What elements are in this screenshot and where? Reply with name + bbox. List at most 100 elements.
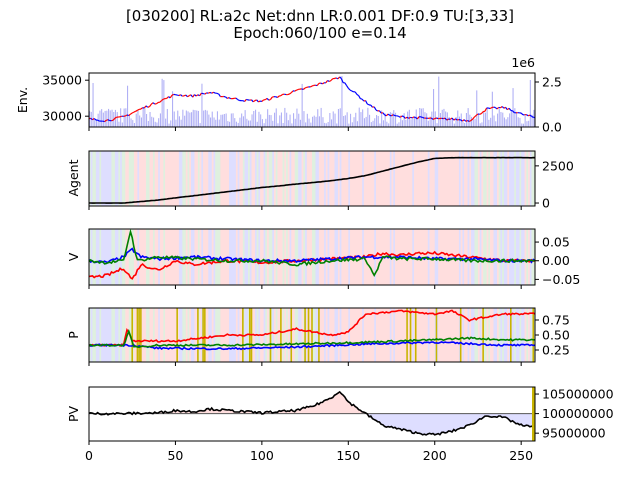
policy-action-band [171, 308, 175, 362]
price-segment [266, 97, 270, 101]
price-segment [185, 94, 188, 98]
agent-action-band [417, 151, 420, 206]
price-segment [143, 105, 147, 109]
agent-action-band [481, 151, 484, 206]
value-action-band [436, 229, 439, 285]
policy-action-band [301, 308, 304, 362]
agent-action-band [201, 151, 204, 206]
agent-action-band [434, 151, 437, 206]
volume-bar [405, 119, 407, 127]
agent-action-band [127, 151, 130, 206]
policy-action-band [367, 308, 370, 362]
agent-action-band [151, 151, 154, 206]
policy-action-band [159, 308, 162, 362]
value-action-band [147, 229, 150, 285]
value-action-band [273, 229, 276, 285]
price-segment [465, 119, 468, 122]
volume-bar [270, 115, 272, 127]
value-action-band [132, 229, 135, 285]
value-action-band [229, 229, 232, 285]
value-action-band [331, 229, 334, 285]
value-action-band [448, 229, 451, 285]
volume-bar [163, 80, 165, 127]
price-segment [213, 91, 216, 94]
volume-bar [464, 123, 466, 127]
price-segment [529, 114, 532, 117]
value-action-band [223, 229, 226, 285]
volume-bar [232, 113, 234, 127]
value-action-band [272, 229, 275, 285]
policy-action-band [305, 308, 308, 362]
value-action-band [427, 229, 430, 285]
policy-action-band [431, 308, 434, 362]
value-action-band [509, 229, 512, 285]
volume-bar [521, 123, 523, 127]
volume-bar [510, 110, 512, 127]
volume-bar [229, 121, 231, 127]
policy-action-band [417, 308, 420, 362]
agent-action-band [277, 151, 280, 206]
price-segment [130, 112, 133, 115]
policy-action-band [184, 308, 187, 362]
policy-action-band [144, 308, 147, 362]
agent-action-band [355, 151, 358, 206]
agent-action-band [455, 151, 458, 206]
policy-action-band [374, 308, 377, 362]
agent-action-band [458, 151, 461, 206]
agent-action-band [318, 151, 321, 206]
price-segment [384, 114, 387, 117]
price-segment [422, 116, 425, 119]
policy-action-band [474, 308, 477, 362]
price-segment [304, 86, 308, 89]
agent-action-band [453, 151, 456, 206]
price-segment [211, 91, 214, 94]
price-segment [494, 106, 498, 110]
value-action-band [324, 229, 327, 285]
policy-action-band [208, 308, 211, 362]
policy-action-band [291, 308, 294, 362]
policy-action-band [491, 308, 494, 362]
price-segment [277, 95, 280, 98]
policy-action-band [313, 308, 316, 362]
agent-action-band [210, 151, 213, 206]
agent-action-band [185, 151, 188, 206]
policy-action-band [375, 308, 378, 362]
price-segment [484, 107, 488, 112]
agent-action-band [225, 151, 228, 206]
agent-action-band [114, 151, 117, 206]
agent-action-band [363, 151, 366, 206]
value-action-band [222, 229, 225, 285]
agent-action-band [90, 151, 93, 206]
volume-bar [263, 123, 265, 127]
volume-bar [253, 111, 255, 127]
policy-action-band [178, 308, 181, 362]
value-action-band [286, 229, 289, 285]
value-action-band [127, 229, 130, 285]
price-segment [361, 98, 365, 102]
value-action-band [457, 229, 460, 285]
value-action-band [533, 229, 536, 285]
policy-action-band [382, 308, 385, 362]
volume-bar [165, 118, 167, 127]
value-action-band [434, 229, 437, 285]
agent-action-band [272, 151, 275, 206]
agent-action-band [507, 151, 510, 206]
y-tick-label: 0.25 [542, 343, 570, 358]
value-action-band [249, 229, 252, 285]
agent-action-band [213, 151, 216, 206]
policy-action-band [439, 308, 442, 362]
price-segment [187, 95, 190, 98]
price-segment [256, 99, 259, 103]
agent-action-band [531, 151, 534, 206]
volume-bar [429, 116, 431, 127]
volume-bar [351, 122, 353, 127]
policy-action-band [149, 308, 152, 362]
agent-action-band [215, 151, 218, 206]
policy-action-band [121, 308, 124, 362]
price-segment [373, 106, 377, 111]
agent-action-band [490, 151, 493, 206]
value-action-band [337, 229, 340, 285]
agent-action-band [420, 151, 423, 206]
value-action-band [108, 229, 111, 285]
x-tick-label: 150 [336, 448, 360, 463]
